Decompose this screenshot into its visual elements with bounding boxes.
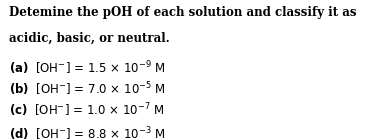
- Text: acidic, basic, or neutral.: acidic, basic, or neutral.: [9, 32, 170, 45]
- Text: $\mathbf{(c)}$  [OH$^{-}$] = 1.0 × 10$^{-7}$ M: $\mathbf{(c)}$ [OH$^{-}$] = 1.0 × 10$^{-…: [9, 101, 165, 119]
- Text: $\mathbf{(d)}$  [OH$^{-}$] = 8.8 × 10$^{-3}$ M: $\mathbf{(d)}$ [OH$^{-}$] = 8.8 × 10$^{-…: [9, 125, 166, 139]
- Text: $\mathbf{(b)}$  [OH$^{-}$] = 7.0 × 10$^{-5}$ M: $\mathbf{(b)}$ [OH$^{-}$] = 7.0 × 10$^{-…: [9, 81, 166, 98]
- Text: Detemine the pOH of each solution and classify it as: Detemine the pOH of each solution and cl…: [9, 6, 357, 19]
- Text: $\mathbf{(a)}$  [OH$^{-}$] = 1.5 × 10$^{-9}$ M: $\mathbf{(a)}$ [OH$^{-}$] = 1.5 × 10$^{-…: [9, 60, 166, 77]
